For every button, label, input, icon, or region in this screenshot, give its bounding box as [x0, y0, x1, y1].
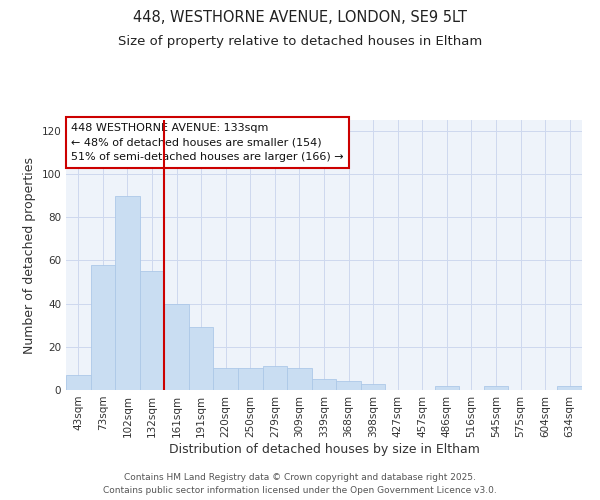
X-axis label: Distribution of detached houses by size in Eltham: Distribution of detached houses by size … [169, 442, 479, 456]
Bar [238, 368, 263, 390]
Text: 448, WESTHORNE AVENUE, LONDON, SE9 5LT: 448, WESTHORNE AVENUE, LONDON, SE9 5LT [133, 10, 467, 25]
Bar [336, 382, 361, 390]
Bar [287, 368, 312, 390]
Bar [361, 384, 385, 390]
Bar [312, 379, 336, 390]
Bar [263, 366, 287, 390]
Bar [66, 375, 91, 390]
Bar [164, 304, 189, 390]
Bar [189, 328, 214, 390]
Bar [214, 368, 238, 390]
Bar [434, 386, 459, 390]
Bar [557, 386, 582, 390]
Bar [91, 264, 115, 390]
Text: 448 WESTHORNE AVENUE: 133sqm
← 48% of detached houses are smaller (154)
51% of s: 448 WESTHORNE AVENUE: 133sqm ← 48% of de… [71, 122, 344, 162]
Bar [115, 196, 140, 390]
Text: Contains HM Land Registry data © Crown copyright and database right 2025.
Contai: Contains HM Land Registry data © Crown c… [103, 473, 497, 495]
Text: Size of property relative to detached houses in Eltham: Size of property relative to detached ho… [118, 35, 482, 48]
Y-axis label: Number of detached properties: Number of detached properties [23, 156, 36, 354]
Bar [484, 386, 508, 390]
Bar [140, 271, 164, 390]
